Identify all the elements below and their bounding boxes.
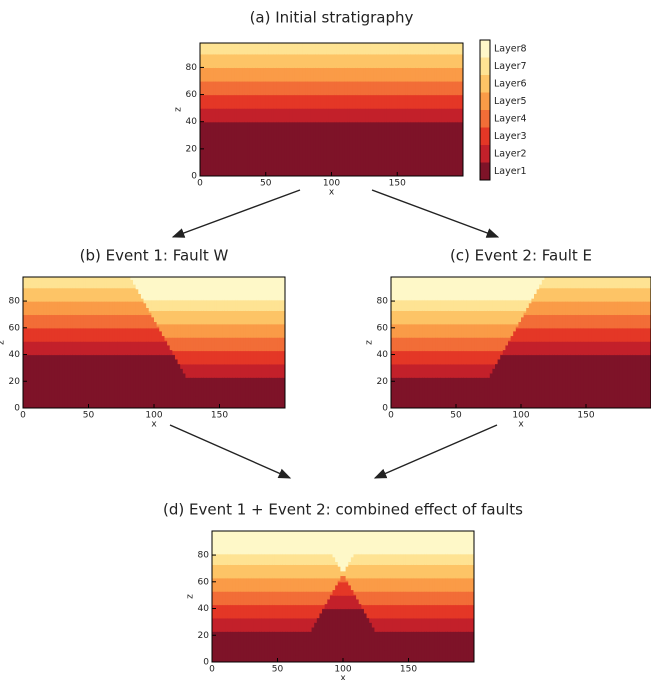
- y-tick-label: 40: [377, 350, 389, 360]
- y-tick-label: 20: [198, 631, 210, 641]
- arrow: [372, 190, 498, 237]
- y-axis-label: z: [186, 594, 196, 599]
- y-tick-label: 0: [203, 658, 209, 668]
- x-axis-label: x: [329, 188, 335, 198]
- x-tick-label: 150: [211, 411, 228, 421]
- x-axis-label: x: [151, 420, 157, 430]
- panel: (b) Event 1: Fault W050100150020406080xz: [0, 247, 286, 430]
- y-tick-label: 20: [377, 377, 389, 387]
- panel-title: (a) Initial stratigraphy: [250, 9, 414, 27]
- y-tick-label: 20: [186, 144, 198, 154]
- y-axis-label: z: [365, 340, 375, 345]
- legend-label: Layer6: [494, 78, 527, 89]
- legend-label: Layer2: [494, 148, 527, 159]
- y-tick-label: 60: [377, 323, 389, 333]
- legend-swatch: [480, 40, 490, 58]
- legend-swatch: [480, 145, 490, 163]
- y-tick-label: 80: [186, 63, 198, 73]
- strata: [23, 277, 286, 409]
- y-tick-label: 0: [191, 172, 197, 182]
- y-tick-label: 60: [186, 90, 198, 100]
- y-tick-label: 40: [186, 117, 198, 127]
- x-tick-label: 0: [209, 665, 215, 675]
- y-axis-label: z: [174, 107, 184, 112]
- x-tick-label: 0: [197, 179, 203, 189]
- legend-swatch: [480, 128, 490, 146]
- y-tick-label: 0: [14, 404, 20, 414]
- legend-swatch: [480, 75, 490, 93]
- legend: Layer1 Layer2 Layer3 Layer4 Layer5 Layer6 Laye…: [480, 40, 527, 180]
- y-axis-label: z: [0, 340, 7, 345]
- y-tick-label: 20: [9, 377, 21, 387]
- panel: (a) Initial stratigraphy0501001500204060…: [174, 9, 464, 198]
- x-tick-label: 50: [272, 665, 284, 675]
- legend-label: Layer5: [494, 96, 527, 107]
- legend-swatch: [480, 163, 490, 181]
- legend-label: Layer3: [494, 131, 527, 142]
- y-tick-label: 40: [198, 604, 210, 614]
- panel: (c) Event 2: Fault E050100150020406080xz: [365, 247, 651, 430]
- panel: (d) Event 1 + Event 2: combined effect o…: [163, 501, 523, 680]
- strata: [212, 531, 475, 663]
- arrow: [170, 425, 290, 478]
- x-axis-label: x: [340, 674, 346, 680]
- legend-swatch: [480, 58, 490, 76]
- legend-label: Layer8: [494, 43, 527, 54]
- y-tick-label: 0: [382, 404, 388, 414]
- panel-title: (b) Event 1: Fault W: [80, 247, 229, 265]
- y-tick-label: 40: [9, 350, 21, 360]
- arrow: [173, 190, 300, 237]
- y-tick-label: 80: [9, 297, 21, 307]
- x-tick-label: 150: [577, 411, 594, 421]
- panel-title: (c) Event 2: Fault E: [450, 247, 592, 265]
- x-tick-label: 0: [20, 411, 26, 421]
- y-tick-label: 80: [377, 297, 389, 307]
- arrow: [375, 425, 497, 478]
- x-tick-label: 50: [83, 411, 95, 421]
- x-tick-label: 0: [388, 411, 394, 421]
- strata: [391, 277, 651, 409]
- legend-label: Layer1: [494, 166, 527, 177]
- x-tick-label: 50: [260, 179, 272, 189]
- y-tick-label: 80: [198, 551, 210, 561]
- panel-title: (d) Event 1 + Event 2: combined effect o…: [163, 501, 523, 519]
- legend-swatch: [480, 110, 490, 128]
- strata: [200, 43, 464, 177]
- x-axis-label: x: [518, 420, 524, 430]
- x-tick-label: 150: [389, 179, 406, 189]
- y-tick-label: 60: [198, 577, 210, 587]
- y-tick-label: 60: [9, 323, 21, 333]
- legend-label: Layer7: [494, 61, 527, 72]
- x-tick-label: 50: [450, 411, 462, 421]
- legend-swatch: [480, 93, 490, 111]
- legend-label: Layer4: [494, 113, 527, 124]
- x-tick-label: 150: [400, 665, 417, 675]
